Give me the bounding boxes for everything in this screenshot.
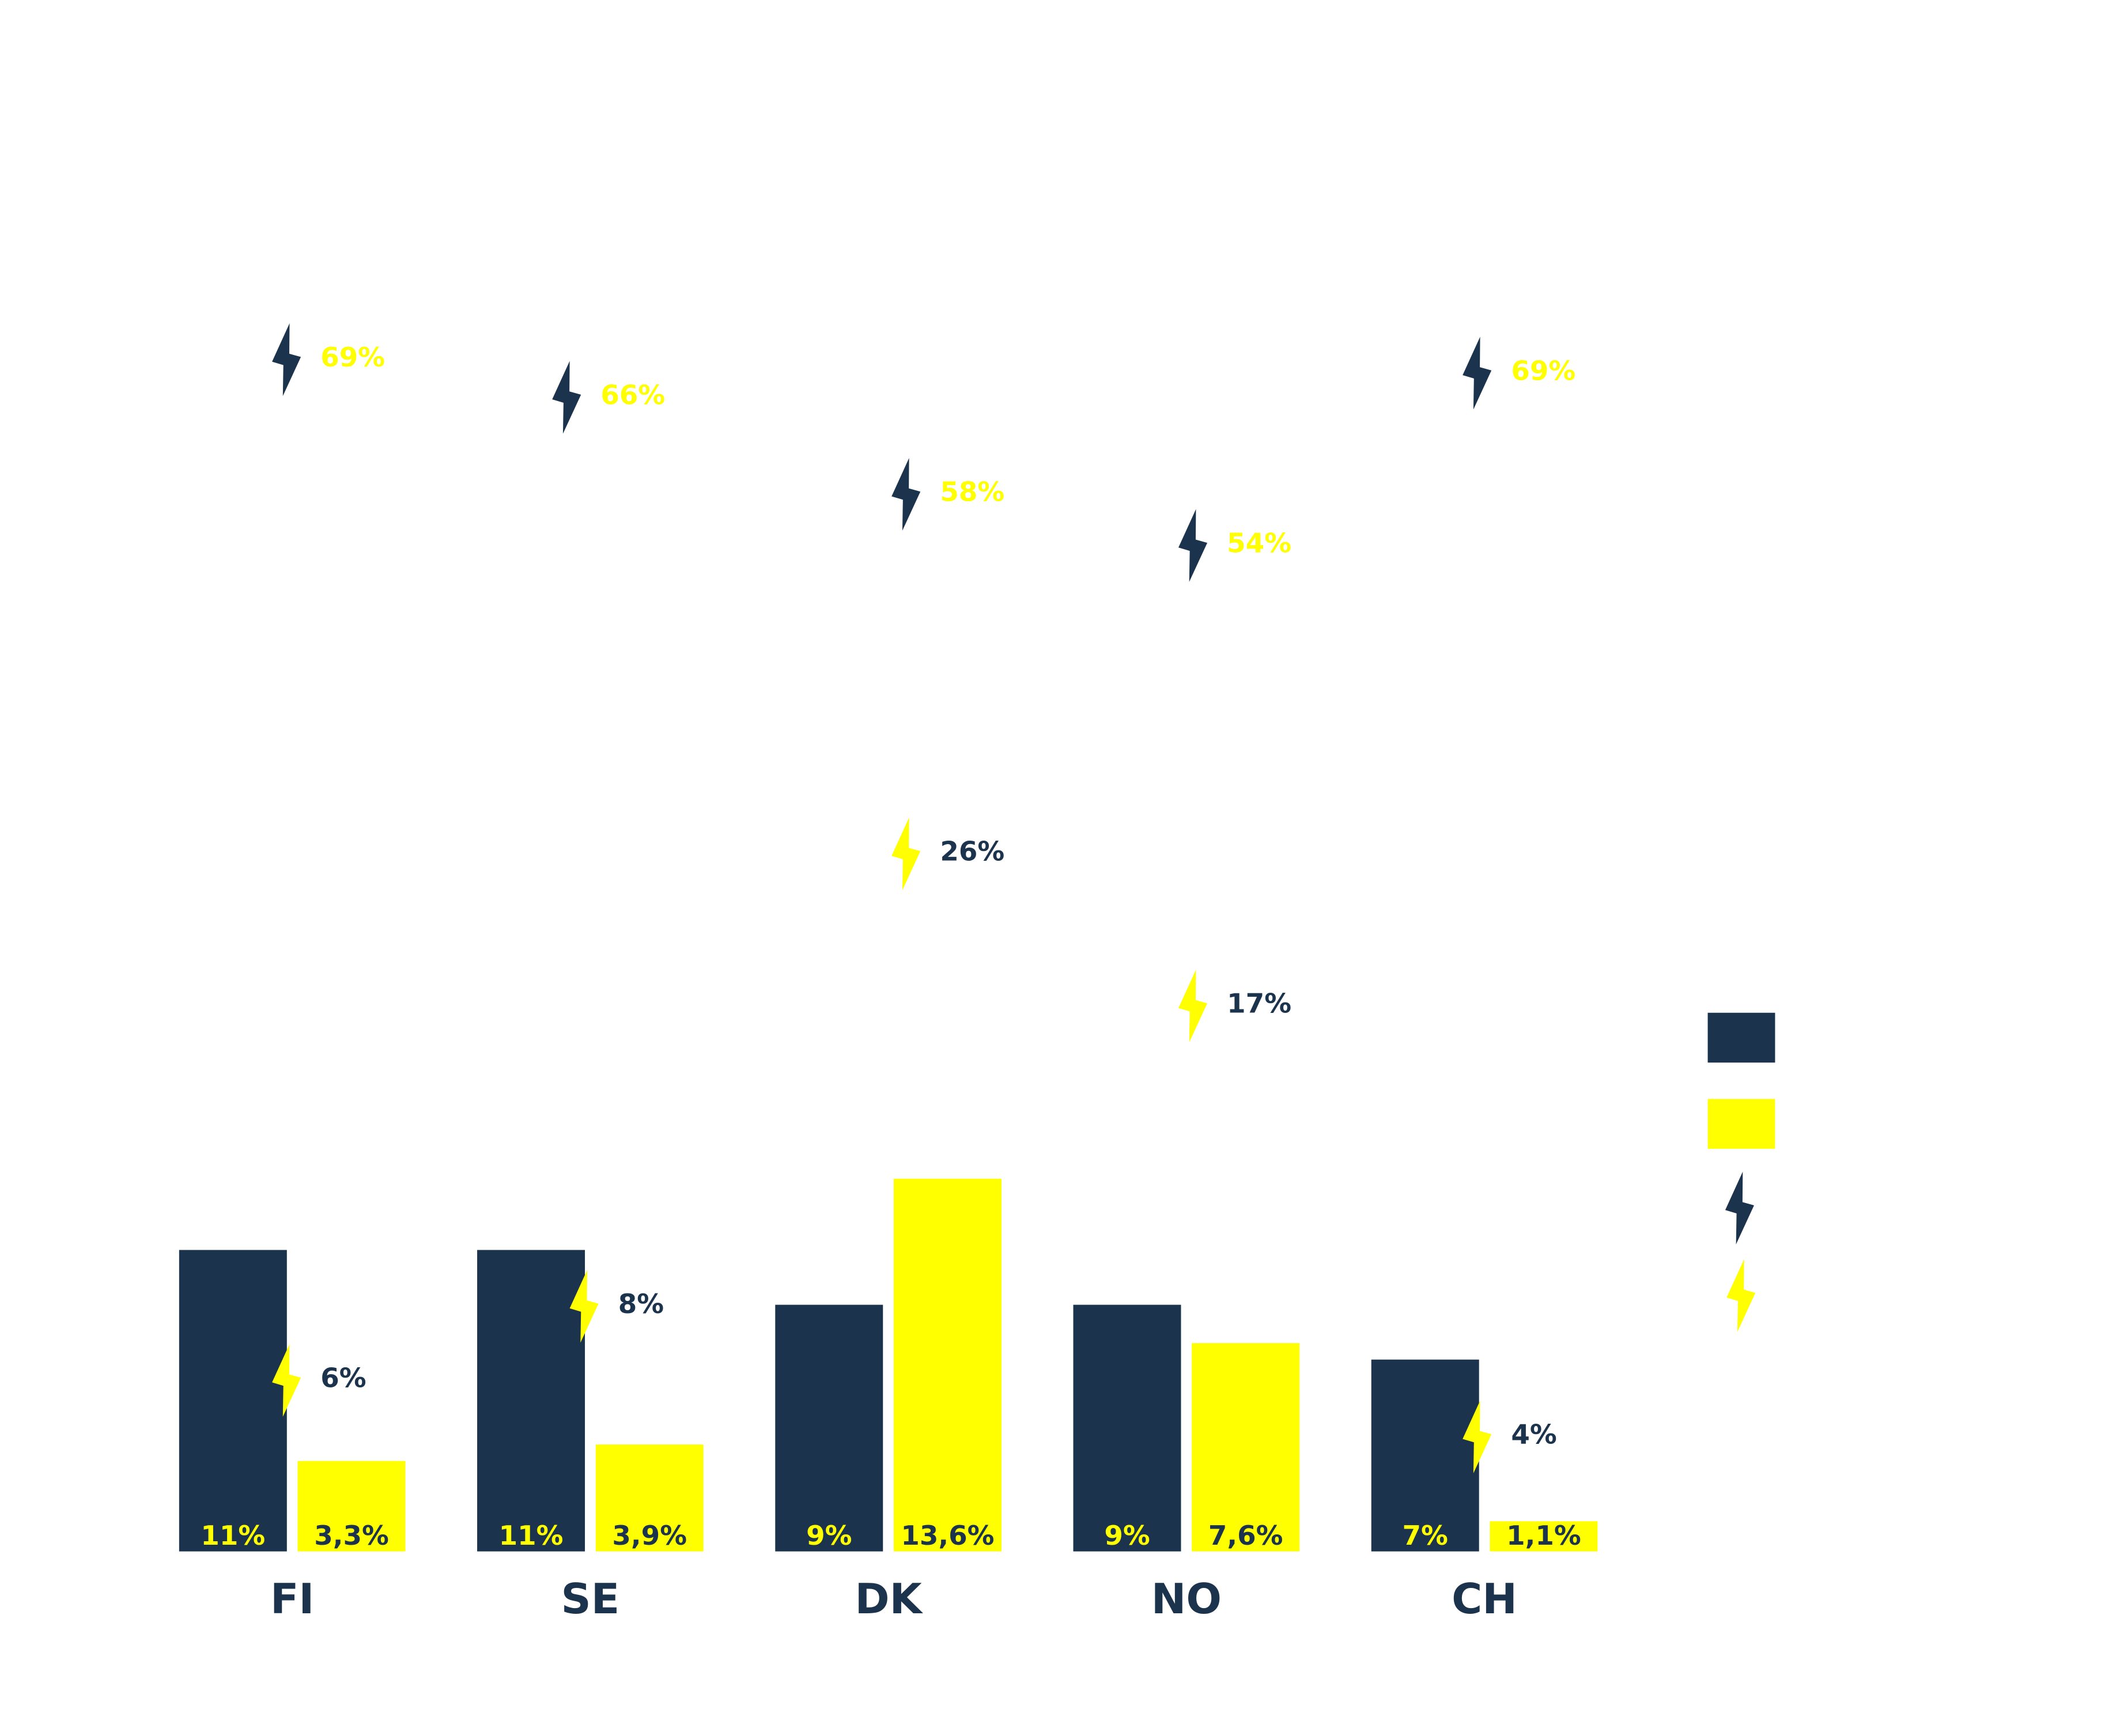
bar-no-2: [1192, 1343, 1300, 1552]
marker-value-label: 54%: [1227, 528, 1291, 559]
bar-ch-1: [1371, 1359, 1479, 1552]
bar-se-1: [477, 1250, 585, 1552]
category-label: NO: [1151, 1575, 1222, 1624]
bar-ch-2: [1490, 1521, 1598, 1552]
bar-value-label: 3,3%: [314, 1521, 389, 1552]
lightning-bolt-icon: [552, 361, 581, 434]
lightning-bolt-icon: [891, 817, 921, 891]
bar-dk-1: [775, 1304, 883, 1552]
bar-value-label: 9%: [1104, 1521, 1150, 1552]
legend-lightning-bolt-icon: [1725, 1171, 1754, 1245]
marker-value-label: 26%: [940, 837, 1004, 868]
lightning-bolt-icon: [1178, 509, 1208, 582]
legend: [1707, 1012, 1775, 1332]
marker-value-label: 8%: [618, 1289, 664, 1320]
bar-fi-1: [179, 1250, 287, 1552]
legend-swatch-series-1: [1707, 1012, 1775, 1063]
marker-value-label: 66%: [600, 380, 665, 411]
bar-se-2: [595, 1444, 704, 1552]
marker-value-label: 69%: [320, 342, 385, 373]
marker-value-label: 6%: [320, 1363, 366, 1394]
bar-no-1: [1073, 1304, 1181, 1552]
lightning-bolt-icon: [1463, 336, 1492, 410]
lightning-bolt-icon: [1178, 969, 1208, 1043]
bar-dk-2: [893, 1178, 1002, 1552]
legend-swatch-series-2: [1707, 1099, 1775, 1149]
lightning-bolt-icon: [569, 1270, 599, 1343]
legend-lightning-bolt-icon: [1726, 1259, 1756, 1332]
category-label: FI: [270, 1575, 314, 1624]
lightning-bolt-icon: [272, 1344, 301, 1417]
marker-value-label: 69%: [1511, 355, 1575, 387]
bar-fi-2: [297, 1461, 406, 1552]
marker-value-label: 4%: [1511, 1420, 1556, 1451]
lightning-bolt-icon: [272, 323, 301, 396]
category-label: SE: [561, 1575, 620, 1624]
bar-value-label: 3,9%: [612, 1521, 687, 1552]
bar-value-label: 1,1%: [1506, 1521, 1581, 1552]
lightning-bolt-icon: [891, 457, 921, 531]
lightning-bolt-icon: [1463, 1400, 1492, 1474]
bar-value-label: 9%: [806, 1521, 852, 1552]
bar-value-label: 13,6%: [901, 1521, 994, 1552]
category-label: CH: [1452, 1575, 1517, 1624]
category-label: DK: [855, 1575, 923, 1624]
markers-layer: 69% 66% 58% 54% 69% 6% 8% 26% 17% 4%: [272, 323, 1575, 1474]
bar-value-label: 11%: [201, 1521, 265, 1552]
marker-value-label: 17%: [1227, 989, 1291, 1020]
marker-value-label: 58%: [940, 477, 1004, 508]
bar-value-label: 7%: [1403, 1521, 1448, 1552]
bar-value-label: 11%: [499, 1521, 564, 1552]
bar-value-label: 7,6%: [1208, 1521, 1283, 1552]
